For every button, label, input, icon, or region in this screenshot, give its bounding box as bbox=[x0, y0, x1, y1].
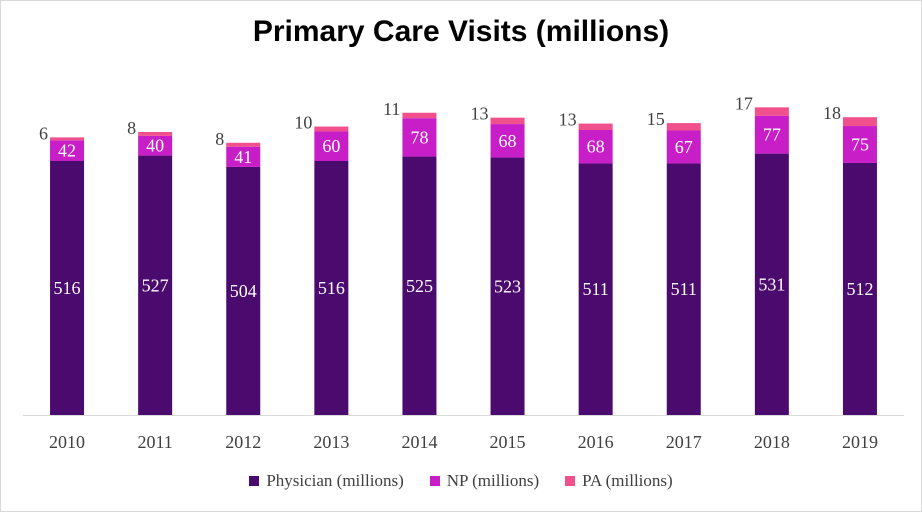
legend-label-np: NP (millions) bbox=[446, 471, 540, 490]
bar-physician-2016 bbox=[578, 163, 613, 415]
data-label-physician-2015: 523 bbox=[494, 276, 521, 296]
data-label-np-2011: 40 bbox=[146, 136, 164, 156]
data-label-np-2012: 41 bbox=[234, 147, 252, 167]
data-label-physician-2014: 525 bbox=[406, 276, 433, 296]
legend-label-physician: Physician (millions) bbox=[266, 471, 404, 490]
bar-pa-2014 bbox=[402, 112, 437, 119]
bar-np-2017 bbox=[666, 130, 701, 164]
data-label-np-2017: 67 bbox=[675, 137, 693, 157]
data-label-pa-2018: 17 bbox=[735, 93, 753, 113]
data-label-np-2013: 60 bbox=[322, 136, 340, 156]
legend-swatch-pa bbox=[565, 476, 576, 486]
data-label-np-2010: 42 bbox=[58, 141, 76, 161]
legend: Physician (millions) NP (millions) PA (mil… bbox=[1, 471, 921, 491]
bar-pa-2017 bbox=[666, 123, 701, 131]
data-label-pa-2011: 8 bbox=[127, 118, 136, 138]
bar-np-2018 bbox=[754, 115, 789, 154]
bar-physician-2015 bbox=[490, 157, 525, 415]
bar-pa-2015 bbox=[490, 117, 525, 125]
x-tick-2016: 2016 bbox=[578, 432, 614, 452]
data-label-physician-2016: 511 bbox=[582, 279, 608, 299]
bar-physician-2012 bbox=[226, 166, 261, 415]
data-label-physician-2013: 516 bbox=[318, 278, 345, 298]
data-label-physician-2019: 512 bbox=[846, 279, 873, 299]
legend-label-pa: PA (millions) bbox=[582, 471, 673, 490]
x-tick-2010: 2010 bbox=[49, 432, 85, 452]
data-label-physician-2018: 531 bbox=[758, 274, 785, 294]
chart-title: Primary Care Visits (millions) bbox=[252, 15, 670, 48]
data-label-pa-2014: 11 bbox=[383, 99, 400, 119]
x-tick-2015: 2015 bbox=[490, 432, 526, 452]
bar-pa-2019 bbox=[842, 117, 877, 127]
bar-physician-2010 bbox=[50, 161, 85, 415]
bar-physician-2018 bbox=[754, 153, 789, 415]
data-label-pa-2016: 13 bbox=[559, 110, 577, 130]
x-tick-2012: 2012 bbox=[225, 432, 261, 452]
bar-np-2014 bbox=[402, 118, 437, 157]
bar-pa-2011 bbox=[138, 131, 173, 136]
legend-swatch-np bbox=[429, 476, 440, 486]
bar-np-2015 bbox=[490, 124, 525, 158]
bar-physician-2014 bbox=[402, 156, 437, 415]
x-tick-2014: 2014 bbox=[401, 432, 437, 452]
x-tick-2018: 2018 bbox=[754, 432, 790, 452]
bar-np-2011 bbox=[138, 135, 173, 156]
bar-np-2012 bbox=[226, 146, 261, 167]
data-label-pa-2015: 13 bbox=[471, 104, 489, 124]
data-label-pa-2017: 15 bbox=[647, 109, 665, 129]
x-tick-2017: 2017 bbox=[666, 432, 702, 452]
bar-np-2016 bbox=[578, 129, 613, 164]
x-tick-2019: 2019 bbox=[842, 432, 878, 452]
bar-np-2019 bbox=[842, 126, 877, 163]
bar-pa-2018 bbox=[754, 107, 789, 116]
legend-item-pa: PA (millions) bbox=[565, 471, 673, 491]
bar-physician-2013 bbox=[314, 161, 349, 415]
data-label-np-2018: 77 bbox=[763, 125, 781, 145]
data-label-pa-2013: 10 bbox=[294, 113, 312, 133]
data-label-physician-2017: 511 bbox=[671, 279, 697, 299]
data-label-np-2014: 78 bbox=[410, 127, 428, 147]
data-label-pa-2019: 18 bbox=[823, 103, 841, 123]
data-label-physician-2010: 516 bbox=[54, 278, 81, 298]
bar-np-2010 bbox=[50, 140, 85, 161]
data-label-np-2015: 68 bbox=[499, 131, 517, 151]
data-label-np-2019: 75 bbox=[851, 135, 869, 155]
legend-swatch-physician bbox=[249, 476, 260, 486]
data-label-pa-2010: 6 bbox=[39, 123, 48, 143]
bar-pa-2016 bbox=[578, 123, 613, 130]
bar-physician-2011 bbox=[138, 155, 173, 415]
bar-pa-2010 bbox=[50, 137, 85, 141]
bar-physician-2017 bbox=[666, 163, 701, 415]
x-tick-2013: 2013 bbox=[313, 432, 349, 452]
data-label-np-2016: 68 bbox=[587, 137, 605, 157]
bar-pa-2012 bbox=[226, 142, 261, 147]
bar-pa-2013 bbox=[314, 126, 349, 132]
data-label-pa-2012: 8 bbox=[215, 129, 224, 149]
data-label-physician-2012: 504 bbox=[230, 281, 257, 301]
bar-np-2013 bbox=[314, 131, 349, 161]
x-tick-2011: 2011 bbox=[137, 432, 172, 452]
legend-item-physician: Physician (millions) bbox=[249, 471, 404, 491]
bar-physician-2019 bbox=[842, 162, 877, 415]
data-label-physician-2011: 527 bbox=[142, 275, 169, 295]
legend-item-np: NP (millions) bbox=[429, 471, 540, 491]
